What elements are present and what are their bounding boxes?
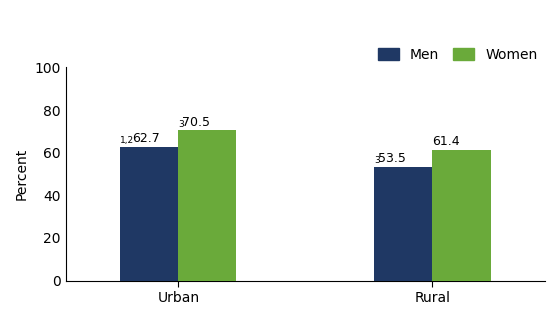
- Text: 62.7: 62.7: [132, 132, 160, 145]
- Legend: Men, Women: Men, Women: [372, 42, 543, 68]
- Text: 61.4: 61.4: [432, 135, 460, 148]
- Text: 70.5: 70.5: [183, 116, 211, 129]
- Bar: [178, 130, 236, 281]
- Y-axis label: Percent: Percent: [15, 148, 29, 200]
- Text: 53.5: 53.5: [379, 152, 406, 165]
- Bar: [375, 166, 432, 281]
- Bar: [432, 150, 491, 281]
- Text: 1,2: 1,2: [120, 136, 134, 145]
- Text: 3: 3: [375, 156, 380, 165]
- Text: 3: 3: [178, 120, 184, 129]
- Bar: [120, 147, 178, 281]
